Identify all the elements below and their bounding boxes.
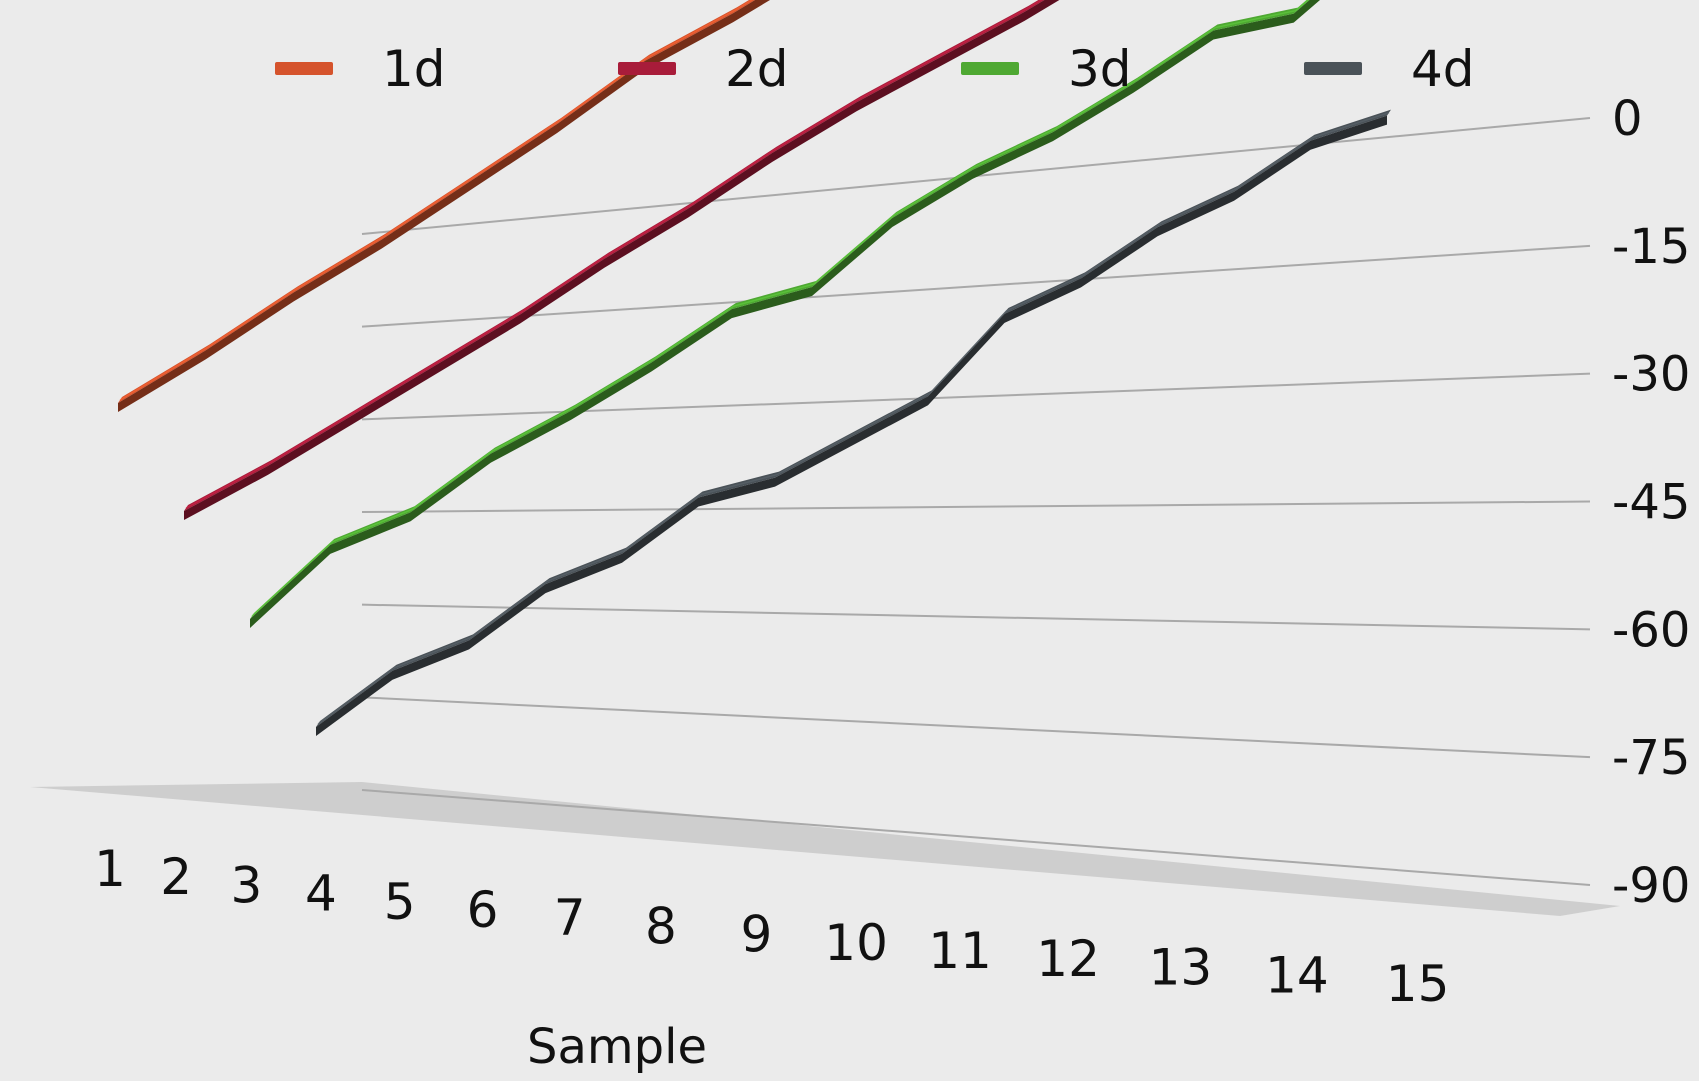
y-axis-tick-labels: 0 -15 -30 -45 -60 -75 -90	[1612, 91, 1690, 914]
x-tick-label: 12	[1036, 930, 1100, 988]
legend-item-2d: 2d	[618, 40, 789, 98]
x-tick-label: 1	[94, 840, 126, 898]
x-tick-label: 3	[230, 856, 262, 914]
chart-floor-shadow	[30, 782, 1620, 916]
x-axis-title: Sample	[527, 1019, 707, 1075]
legend-item-1d: 1d	[275, 40, 446, 98]
x-tick-label: 6	[467, 881, 499, 939]
gridline	[362, 697, 1590, 757]
legend-label: 2d	[725, 40, 789, 98]
x-tick-label: 4	[305, 865, 337, 923]
legend-label: 1d	[382, 40, 446, 98]
legend-label: 4d	[1411, 40, 1475, 98]
y-tick-label: -45	[1612, 475, 1690, 531]
x-tick-label: 5	[384, 873, 416, 931]
gridline	[362, 790, 1590, 885]
y-tick-label: 0	[1612, 91, 1643, 147]
legend-label: 3d	[1068, 40, 1132, 98]
gridline	[362, 605, 1590, 630]
x-tick-label: 2	[160, 848, 192, 906]
legend-item-3d: 3d	[961, 40, 1132, 98]
y-tick-label: -60	[1612, 602, 1690, 658]
x-tick-label: 10	[824, 914, 888, 972]
legend-swatch	[1304, 62, 1362, 75]
legend-swatch	[275, 62, 333, 75]
series-ribbons	[118, 0, 1391, 736]
x-tick-label: 13	[1149, 938, 1213, 996]
x-tick-label: 8	[645, 897, 677, 955]
series-4d	[316, 110, 1391, 736]
y-tick-label: -75	[1612, 730, 1690, 786]
y-tick-label: -30	[1612, 347, 1690, 403]
gridline	[362, 502, 1590, 513]
gridlines	[362, 118, 1590, 885]
series-ribbon-side	[316, 116, 1387, 736]
x-tick-label: 9	[740, 906, 772, 964]
x-tick-label: 15	[1386, 955, 1450, 1013]
x-tick-label: 14	[1265, 947, 1329, 1005]
legend-swatch	[961, 62, 1019, 75]
gridline	[362, 374, 1590, 420]
y-tick-label: -15	[1612, 219, 1690, 275]
x-tick-label: 11	[928, 922, 992, 980]
x-tick-label: 7	[554, 889, 586, 947]
y-tick-label: -90	[1612, 858, 1690, 914]
series-ribbon-highlight	[318, 113, 1389, 724]
legend-item-4d: 4d	[1304, 40, 1475, 98]
gridline	[362, 246, 1590, 327]
legend-swatch	[618, 62, 676, 75]
